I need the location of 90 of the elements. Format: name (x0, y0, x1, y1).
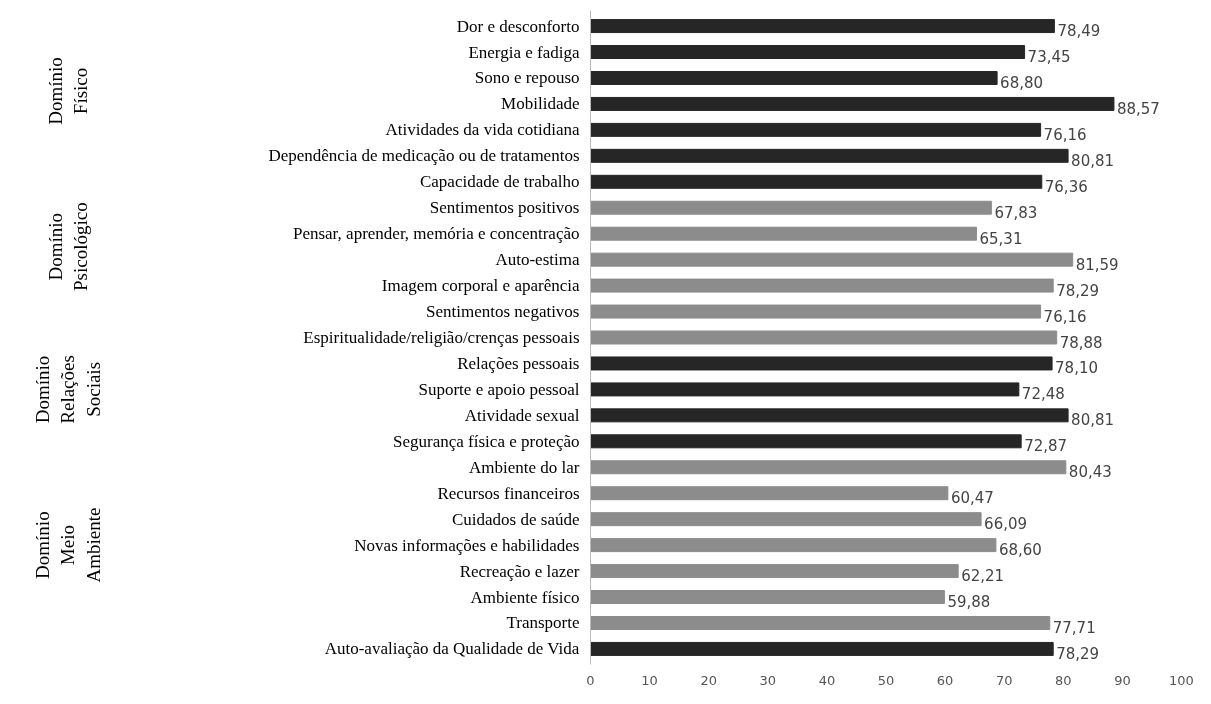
data-label: 78,49 (1057, 22, 1101, 41)
data-label: 65,31 (979, 229, 1023, 248)
data-label: 77,71 (1052, 618, 1096, 637)
data-label: 80,81 (1071, 151, 1115, 170)
data-label: 88,57 (1116, 99, 1160, 118)
data-label: 73,45 (1027, 48, 1071, 67)
bar (590, 330, 1058, 345)
data-label: 60,47 (950, 489, 994, 508)
text: Domínio Psicológico (44, 202, 92, 291)
data-label: 67,83 (994, 203, 1038, 222)
bar (590, 382, 1020, 397)
y-tick-label: Atividade sexual (464, 405, 580, 425)
y-tick-label: Ambiente do lar (469, 457, 580, 477)
bar (590, 408, 1069, 423)
bar (590, 200, 992, 215)
y-tick-label: Imagem corporal e aparência (381, 276, 580, 296)
y-tick-label: Relações pessoais (457, 353, 580, 373)
data-label: 76,16 (1043, 125, 1087, 144)
data-label: 66,09 (984, 515, 1028, 534)
data-label: 78,29 (1056, 644, 1100, 663)
data-label: 81,59 (1075, 255, 1119, 274)
bar (590, 252, 1074, 267)
y-tick-label: Ambiente físico (470, 587, 580, 607)
x-tick-label: 10 (641, 672, 658, 688)
y-tick-label: Atividades da vida cotidiana (385, 120, 580, 140)
data-label: 72,87 (1024, 437, 1068, 456)
data-label: 59,88 (947, 593, 991, 612)
bar (590, 70, 998, 85)
bar (590, 564, 959, 579)
y-tick-label: Pensar, aprender, memória e concentração (292, 224, 580, 244)
x-tick-label: 30 (759, 672, 777, 688)
y-tick-label: Sentimentos negativos (426, 302, 580, 322)
bar (590, 148, 1069, 163)
x-tick-label: 70 (995, 672, 1013, 688)
bar (590, 122, 1042, 137)
y-tick-label: Sentimentos positivos (429, 198, 580, 218)
y-tick-label: Cuidados de saúde (452, 509, 580, 529)
data-label: 68,80 (1000, 73, 1044, 92)
y-tick-label: Espiritualidade/religião/crenças pessoais (303, 328, 580, 347)
y-tick-label: Dependência de medicação ou de tratamentos (268, 146, 580, 166)
y-tick-label: Suporte e apoio pessoal (418, 379, 580, 399)
x-tick-label: 80 (1055, 672, 1072, 688)
y-tick-label: Capacidade de trabalho (419, 172, 580, 192)
bar (590, 590, 945, 605)
bar (590, 538, 997, 553)
y-tick-label: Sono e repouso (474, 68, 580, 88)
bar (590, 278, 1054, 293)
x-tick-label: 100 (1169, 672, 1194, 688)
bar (590, 434, 1022, 449)
data-label: 80,43 (1068, 463, 1112, 482)
x-tick-label: 20 (700, 672, 717, 688)
y-tick-label: Auto-estima (495, 250, 580, 270)
x-tick-label: 0 (586, 672, 595, 688)
x-tick-label: 40 (818, 672, 836, 688)
bar (590, 512, 982, 527)
text: Domínio Relações Sociais (32, 355, 104, 424)
data-label: 78,10 (1055, 359, 1099, 378)
bar (590, 19, 1055, 34)
x-tick-label: 90 (1114, 672, 1131, 688)
bar (590, 615, 1051, 630)
bar (590, 356, 1053, 371)
data-label: 80,81 (1071, 411, 1115, 430)
text: Domínio Meio Ambiente (32, 507, 104, 583)
data-label: 68,60 (998, 541, 1042, 560)
bar (590, 96, 1115, 111)
data-label: 62,21 (961, 567, 1005, 586)
y-tick-label: Dor e desconforto (456, 16, 580, 36)
y-tick-label: Recreação e lazer (459, 561, 580, 581)
data-label: 76,36 (1044, 177, 1088, 196)
bar (590, 226, 977, 241)
bar (590, 641, 1054, 656)
y-tick-label: Auto-avaliação da Qualidade de Vida (324, 639, 580, 659)
bar (590, 304, 1042, 319)
y-tick-label: Mobilidade (501, 94, 580, 114)
data-label: 76,16 (1043, 307, 1087, 326)
data-label: 72,48 (1021, 385, 1065, 404)
x-tick-label: 50 (877, 672, 895, 688)
text: Domínio Físico (44, 57, 92, 125)
bar (590, 45, 1026, 60)
bar (590, 174, 1043, 189)
data-label: 78,29 (1056, 281, 1100, 300)
y-tick-label: Transporte (506, 613, 580, 633)
y-tick-label: Recursos financeiros (437, 483, 580, 503)
x-tick-label: 60 (936, 672, 954, 688)
bar (590, 460, 1067, 475)
data-label: 78,88 (1059, 333, 1103, 352)
bar (590, 486, 949, 501)
y-tick-label: Novas informações e habilidades (354, 535, 580, 555)
y-tick-label: Segurança física e proteção (393, 431, 580, 451)
y-tick-label: Energia e fadiga (468, 42, 580, 62)
